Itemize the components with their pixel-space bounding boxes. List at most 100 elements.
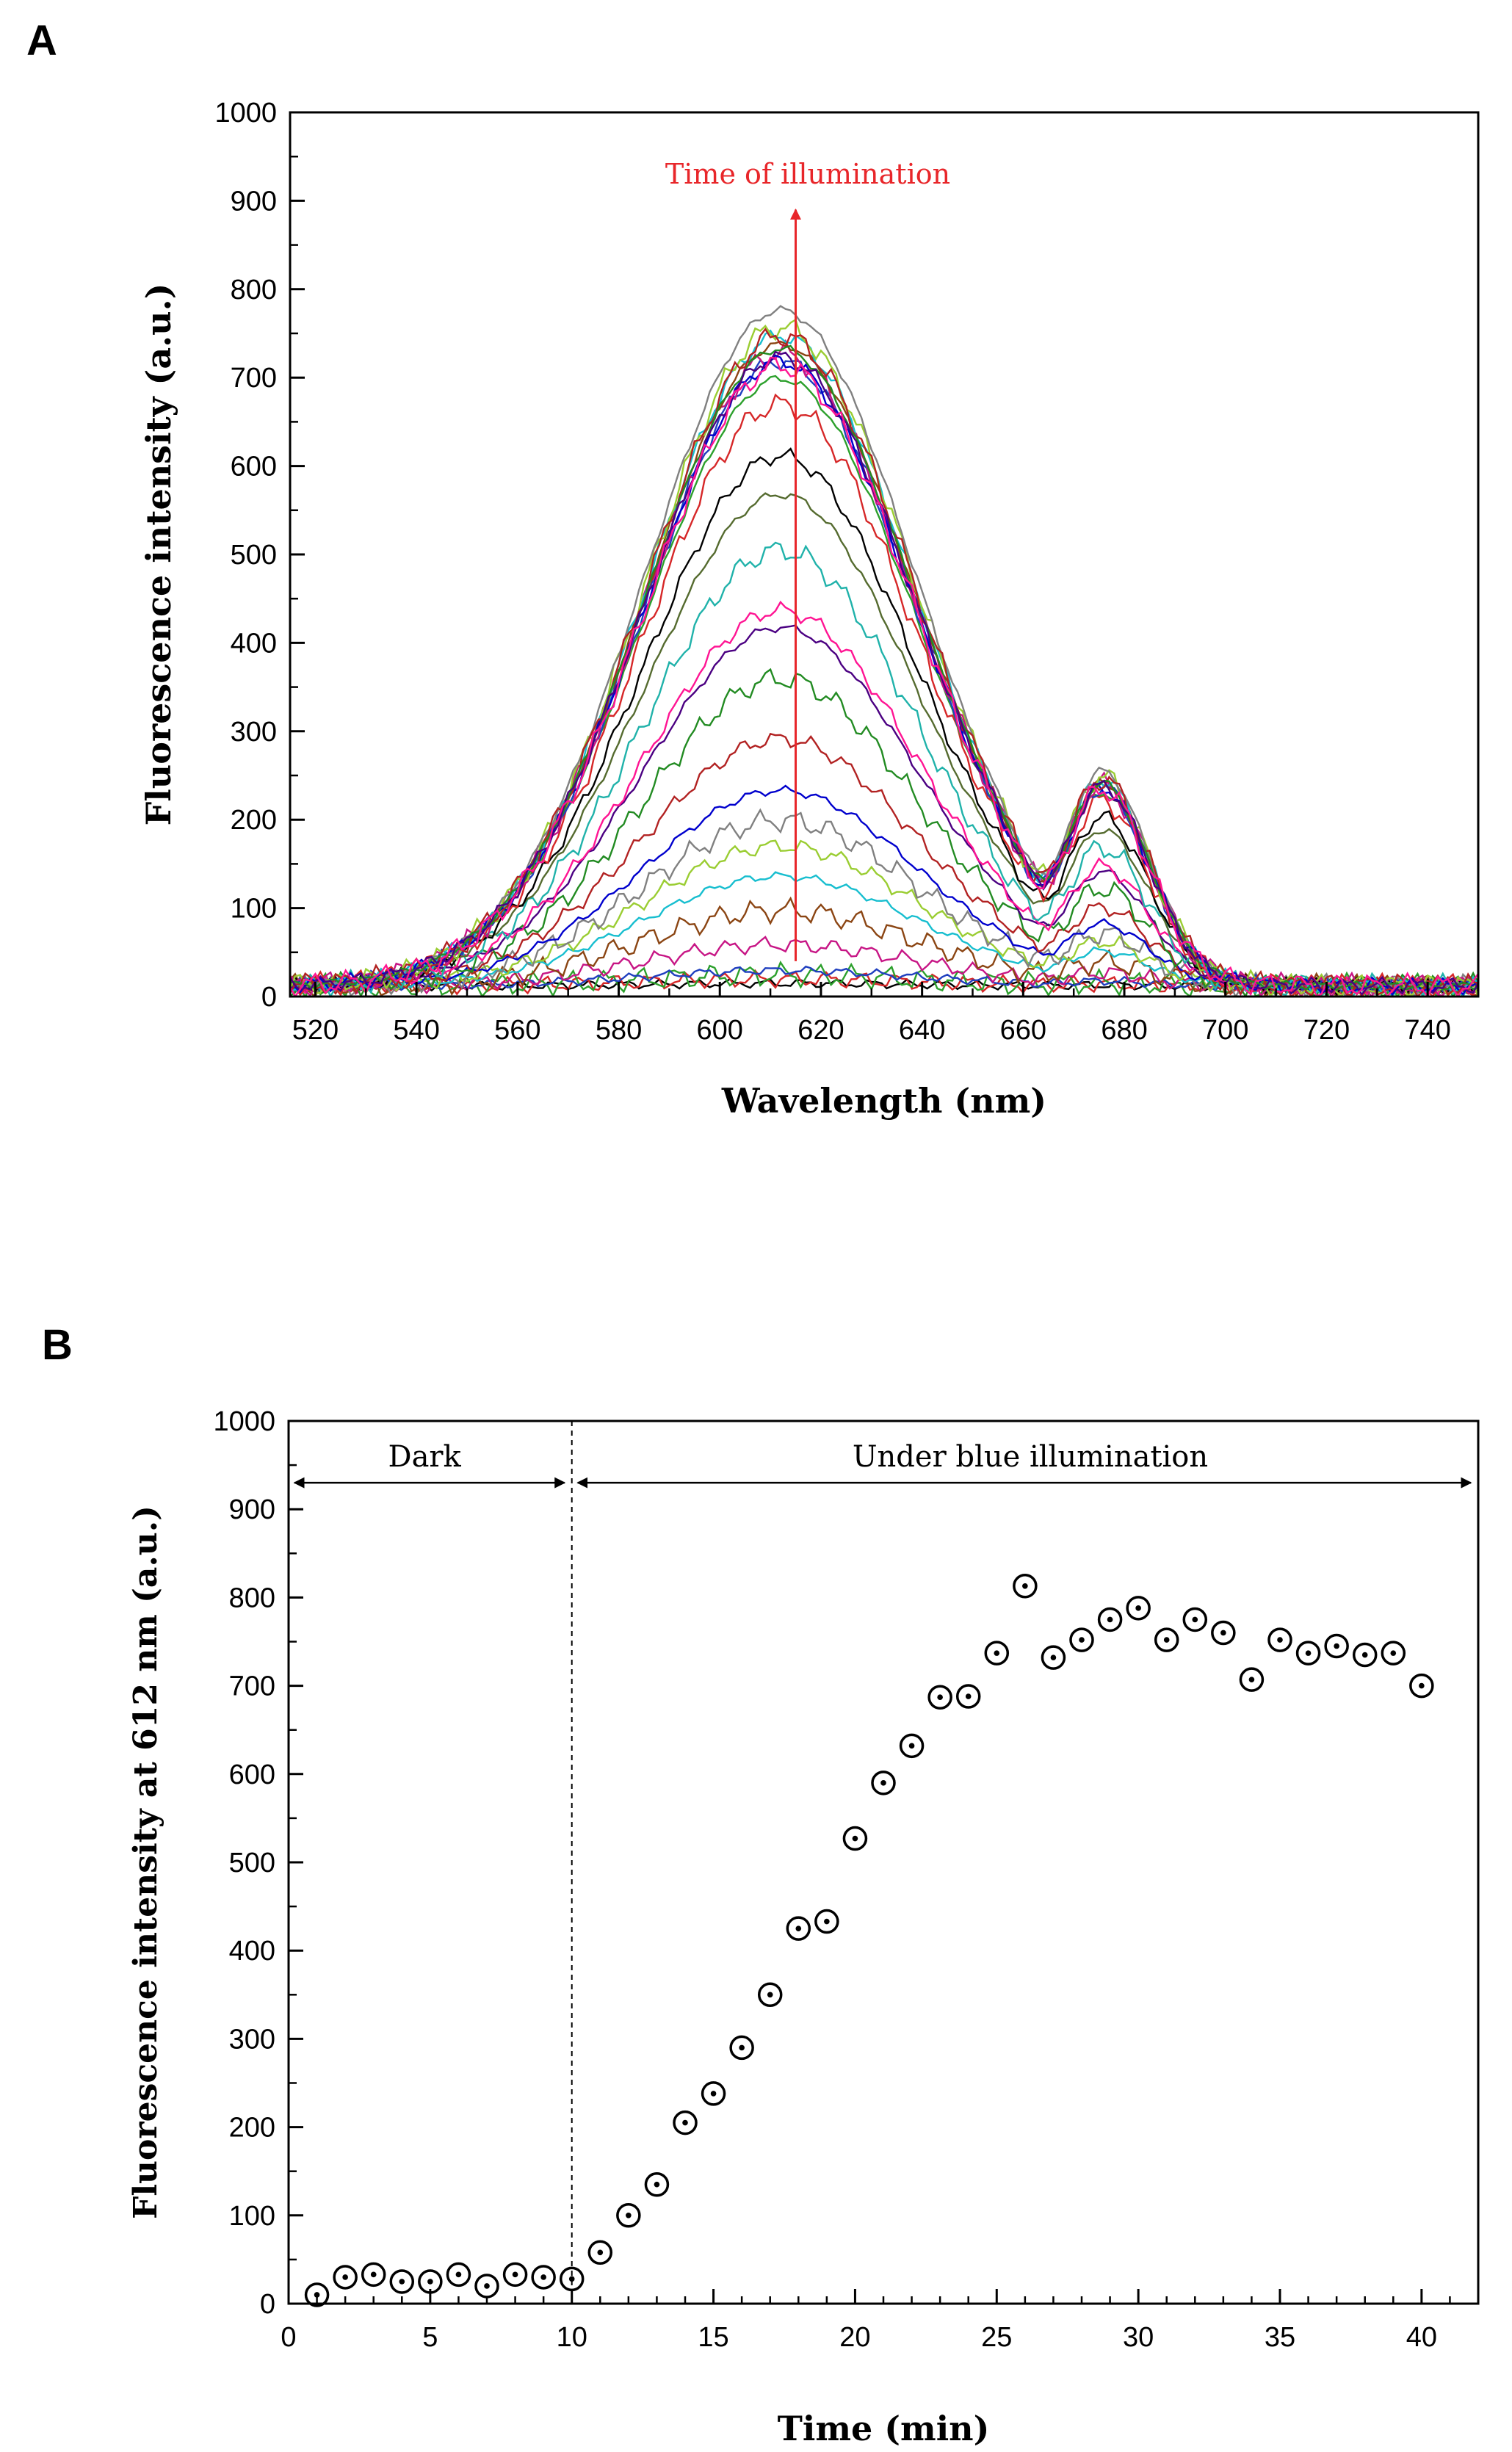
y-tick-label: 800 — [231, 275, 277, 305]
data-point-dot — [1305, 1650, 1312, 1656]
x-tick-label: 35 — [1265, 2322, 1295, 2353]
y-tick-label: 900 — [229, 1494, 275, 1525]
data-point-dot — [1277, 1637, 1283, 1643]
spectrum-line — [290, 492, 1478, 991]
data-point-dot — [1361, 1652, 1368, 1658]
y-tick-label: 100 — [229, 2201, 275, 2232]
data-point-dot — [399, 2279, 405, 2285]
y-tick-label: 300 — [229, 2024, 275, 2055]
x-tick-label: 30 — [1123, 2322, 1154, 2353]
y-tick-label: 400 — [231, 628, 277, 659]
spectrum-line — [290, 305, 1478, 992]
data-point — [1126, 1596, 1151, 1621]
data-point-ring — [1409, 1673, 1434, 1699]
spectrum-line — [290, 375, 1478, 992]
y-tick-label: 900 — [231, 186, 277, 217]
data-point — [1409, 1673, 1434, 1699]
y-tick-label: 200 — [229, 2113, 275, 2144]
y-tick-label: 0 — [261, 982, 277, 1013]
y-tick-label: 1000 — [214, 98, 277, 129]
data-point-ring — [644, 2171, 670, 2197]
data-point-dot — [1419, 1682, 1425, 1689]
x-tick-label: 600 — [697, 1015, 743, 1046]
data-point — [1324, 1633, 1349, 1659]
data-point-ring — [729, 2035, 754, 2061]
y-axis-label: Fluorescence intensity at 612 nm (a.u.) — [127, 1505, 164, 2219]
data-point-dot — [852, 1835, 858, 1842]
data-point-ring — [389, 2269, 415, 2294]
x-tick-label: 580 — [596, 1015, 642, 1046]
data-point-ring — [1126, 1596, 1151, 1621]
x-tick-label: 700 — [1202, 1015, 1248, 1046]
data-point — [559, 2266, 585, 2292]
spectrum-line — [290, 356, 1478, 997]
y-tick-label: 200 — [231, 805, 277, 836]
data-point-dot — [568, 2276, 575, 2282]
data-point-ring — [1381, 1641, 1406, 1666]
data-point-ring — [1267, 1627, 1292, 1652]
x-axis-label: Time (min) — [778, 2409, 990, 2448]
x-tick-label: 5 — [422, 2322, 438, 2353]
data-point-ring — [1324, 1633, 1349, 1659]
data-point-ring — [1041, 1645, 1066, 1670]
spectrum-line — [290, 393, 1478, 997]
data-point-dot — [710, 2091, 717, 2097]
data-point — [984, 1641, 1010, 1666]
data-point-ring — [1239, 1667, 1265, 1692]
data-point-dot — [626, 2213, 632, 2218]
data-point-ring — [1211, 1620, 1236, 1646]
data-point — [1211, 1620, 1236, 1646]
x-tick-label: 620 — [797, 1015, 844, 1046]
y-tick-label: 600 — [231, 452, 277, 482]
data-point-ring — [984, 1641, 1010, 1666]
data-point — [729, 2035, 754, 2061]
data-point-dot — [342, 2274, 348, 2280]
spectra-chart: Time of illumination 0 100 200 300 400 500 600 7… — [139, 98, 1480, 1121]
x-tick-label: 560 — [494, 1015, 540, 1046]
spectrum-line — [290, 329, 1478, 995]
data-point — [1069, 1627, 1094, 1652]
data-point — [333, 2265, 358, 2290]
data-point-ring — [559, 2266, 585, 2292]
spectrum-line — [290, 541, 1478, 997]
data-point — [644, 2171, 670, 2197]
data-point-dot — [795, 1925, 802, 1931]
x-tick-label: 680 — [1101, 1015, 1147, 1046]
spectra-series-group — [290, 305, 1478, 997]
data-point-dot — [427, 2279, 433, 2285]
data-point-ring — [1295, 1641, 1321, 1666]
data-point-dot — [484, 2283, 490, 2289]
data-point-ring — [814, 1909, 839, 1934]
data-point-ring — [786, 1916, 811, 1941]
data-points — [304, 1574, 1434, 2307]
data-point-ring — [1154, 1627, 1179, 1652]
data-point-ring — [1069, 1627, 1094, 1652]
data-point — [389, 2269, 415, 2294]
x-tick-label: 25 — [981, 2322, 1012, 2353]
data-point-ring — [871, 1771, 896, 1795]
data-point — [899, 1733, 925, 1759]
spectrum-line — [290, 344, 1478, 991]
data-point-dot — [1079, 1637, 1085, 1643]
data-point — [814, 1909, 839, 1934]
data-point — [673, 2110, 698, 2135]
x-axis-label: Wavelength (nm) — [721, 1081, 1046, 1121]
data-point-ring — [701, 2081, 726, 2106]
data-point — [757, 1982, 783, 2008]
data-point-ring — [1352, 1642, 1378, 1668]
data-point-dot — [880, 1780, 886, 1786]
data-point-dot — [965, 1693, 972, 1699]
panel-a-label: A — [26, 17, 57, 65]
data-point — [1154, 1627, 1179, 1652]
x-tick-label: 40 — [1406, 2322, 1437, 2353]
annotation-label: Time of illumination — [665, 158, 950, 190]
y-tick-label: 700 — [229, 1671, 275, 1702]
y-tick-label: 0 — [260, 2289, 275, 2320]
data-point-dot — [1220, 1630, 1226, 1636]
data-point-dot — [1022, 1583, 1028, 1589]
data-point-dot — [1390, 1650, 1397, 1656]
data-point-ring — [1097, 1607, 1123, 1632]
data-point-ring — [587, 2240, 613, 2265]
data-point-ring — [502, 2262, 528, 2288]
